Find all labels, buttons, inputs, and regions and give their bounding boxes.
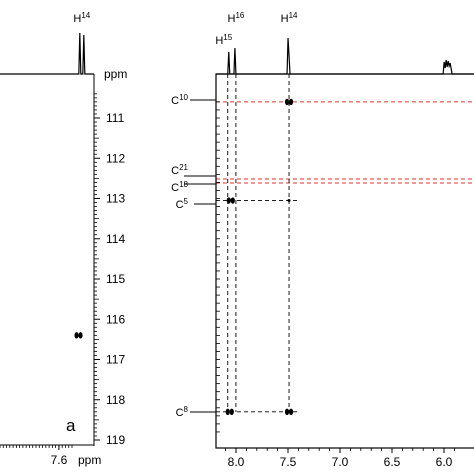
panel-a-peak-labels: H14	[73, 11, 90, 25]
panel-b-carbon-labels: C10 C21 C18 C5 C8	[171, 93, 216, 419]
cross-peak-lobe-b	[229, 408, 234, 416]
cross-peak-lobe-a	[284, 98, 290, 106]
panel-a-ytick-label: 118	[106, 393, 125, 407]
panel-a-xtick-label: 7.6	[51, 453, 68, 467]
panel-b-guides	[216, 74, 474, 413]
cross-peak-lobe-a	[74, 332, 79, 339]
cross-peak-lobe-a	[284, 408, 290, 416]
panel-a-ytick-label: 112	[106, 151, 125, 165]
carbon-label-c8: C8	[176, 405, 189, 419]
panel-b-xtick-label: 8.0	[228, 455, 245, 469]
panel-b-1d-trace	[216, 37, 474, 75]
panel-a-cross-peaks	[74, 332, 83, 339]
panel-a-ytick-label: 115	[106, 272, 125, 286]
panel-b-frame	[215, 73, 474, 449]
panel-label-a: a	[66, 416, 76, 435]
panel-a-1d-trace	[0, 32, 94, 75]
panel-a-ytick-label: 113	[106, 192, 125, 206]
panel-a-x-unit: ppm	[78, 453, 101, 467]
panel-b: 8.0 7.5 7.0 6.5 6.0 H15 H16 H14 C10 C21 C18 C5 C8	[171, 11, 474, 469]
cross-peak-lobe-b	[230, 197, 235, 204]
panel-a-x-ticks: 7.6	[0, 445, 73, 467]
panel-b-cross-peaks	[225, 98, 294, 416]
weak-cross-peak	[287, 199, 291, 203]
panel-b-xtick-label: 6.0	[436, 455, 453, 469]
cross-peak-lobe-b	[288, 408, 294, 416]
cross-peak-lobe-b	[78, 332, 83, 339]
panel-b-xtick-label: 7.5	[280, 455, 297, 469]
panel-a-ytick-label: 111	[106, 111, 125, 125]
cross-peak-lobe-a	[225, 408, 230, 416]
panel-b-xtick-label: 6.5	[384, 455, 401, 469]
panel-a-ytick-label: 116	[106, 312, 125, 326]
panel-a-y-unit: ppm	[104, 67, 127, 81]
panel-a-ytick-label: 114	[106, 232, 125, 246]
cross-peak-lobe-b	[288, 98, 294, 106]
carbon-label-c21: C21	[171, 163, 188, 177]
panel-a-ytick-label: 119	[106, 433, 125, 447]
panel-b-x-ticks: 8.0 7.5 7.0 6.5 6.0	[225, 448, 455, 469]
panel-b-xtick-label: 7.0	[332, 455, 349, 469]
panel-b-left-ticks	[216, 101, 220, 433]
panel-b-peak-labels: H15 H16 H14	[215, 11, 298, 47]
carbon-label-c5: C5	[176, 197, 189, 211]
peak-label-h15: H15	[215, 33, 232, 47]
carbon-label-c18: C18	[171, 180, 188, 194]
peak-label-h14: H14	[281, 11, 298, 25]
panel-a-ytick-label: 117	[106, 353, 125, 367]
peak-label-h16: H16	[227, 11, 244, 25]
carbon-label-c10: C10	[171, 93, 188, 107]
cross-peak-lobe-a	[226, 197, 231, 204]
peak-label-h14: H14	[73, 11, 90, 25]
panel-a-y-ticks: 111 112 113 114 115 116 117 118 119	[94, 93, 125, 447]
